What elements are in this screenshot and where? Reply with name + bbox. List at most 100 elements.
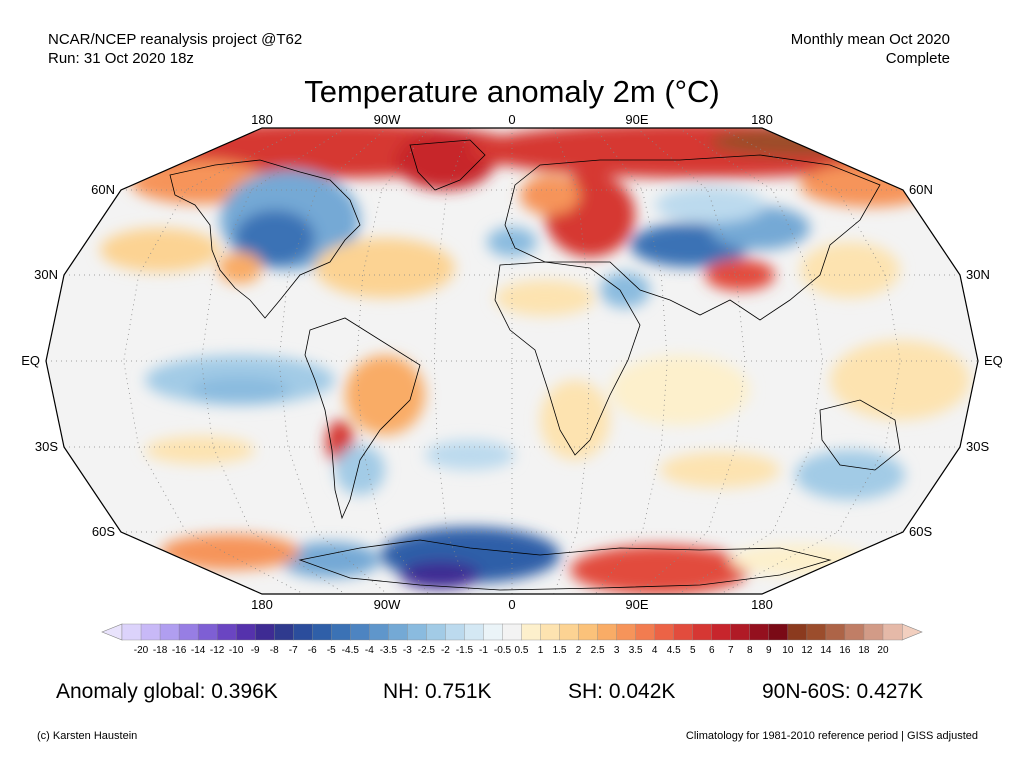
colorbar-tick-label: -18 — [153, 645, 168, 656]
lon-label: 180 — [751, 112, 773, 127]
colorbar-tick-label: 16 — [839, 645, 851, 656]
colorbar-tick-label: 2.5 — [591, 645, 605, 656]
run-date: Run: 31 Oct 2020 18z — [48, 50, 194, 67]
map-border — [45, 127, 979, 595]
colorbar-tick-label: -3.5 — [380, 645, 398, 656]
status-label: Complete — [885, 50, 950, 67]
blob-ross-warm — [160, 534, 300, 570]
colorbar: -20 -18 -16 -14 -12 -10 -9 -8 -7 -6 -5 -4.5 -4 -3.5 -3… — [101, 623, 923, 656]
colorbar-tick-label: 1.5 — [553, 645, 567, 656]
lat-labels-right: 60N 30N EQ 30S 60S — [909, 182, 1003, 539]
lon-label: 180 — [251, 597, 273, 612]
blob-e-antarctica-warm — [570, 545, 750, 594]
colorbar-swatch — [502, 623, 523, 641]
blob-weddell-core — [400, 561, 480, 589]
lat-label: EQ — [984, 353, 1003, 368]
colorbar-swatch — [578, 623, 599, 641]
lat-label: 30N — [34, 267, 58, 282]
eurasia-outline — [504, 154, 881, 321]
colorbar-tick-label: -16 — [172, 645, 187, 656]
lat-label: EQ — [21, 353, 40, 368]
colorbar-tick-label: 12 — [801, 645, 813, 656]
colorbar-swatch — [388, 623, 408, 641]
antarctica-outline — [298, 539, 832, 591]
blob-us-south-warm — [218, 252, 262, 284]
colorbar-tick-label: -20 — [134, 645, 149, 656]
blob-pacific-cold-core — [190, 376, 290, 404]
colorbar-swatch — [254, 623, 275, 641]
greenland-outline — [409, 139, 486, 191]
colorbar-under-arrow — [101, 623, 123, 641]
colorbar-tick-label: 20 — [877, 645, 889, 656]
colorbar-swatch — [521, 623, 542, 641]
colorbar-tick-label: -6 — [308, 645, 317, 656]
lon-label: 0 — [508, 597, 515, 612]
colorbar-swatch — [844, 623, 865, 641]
colorbar-swatch — [274, 623, 294, 641]
colorbar-tick-label: 6 — [709, 645, 715, 656]
blob-n-africa-warm — [495, 280, 595, 316]
blob-w-pacific-warm — [830, 340, 970, 420]
colorbar-swatch — [692, 623, 713, 641]
colorbar-tick-label: -1.5 — [456, 645, 474, 656]
colorbar-swatch — [616, 623, 637, 641]
colorbar-swatch — [464, 623, 485, 641]
meridian-line — [636, 128, 746, 594]
colorbar-tick-label: 3 — [614, 645, 620, 656]
colorbar-tick-label: 7 — [728, 645, 734, 656]
climatology-note: Climatology for 1981-2010 reference peri… — [685, 730, 978, 742]
colorbar-swatch — [216, 623, 237, 641]
colorbar-swatch — [882, 623, 903, 641]
lat-label: 30S — [35, 439, 58, 454]
colorbar-swatch — [369, 623, 389, 641]
lon-label: 90E — [625, 597, 648, 612]
colorbar-swatch — [178, 623, 199, 641]
colorbar-swatch — [635, 623, 656, 641]
north-america-outline — [169, 159, 361, 319]
lon-label: 180 — [251, 112, 273, 127]
colorbar-tick-label: 2 — [576, 645, 582, 656]
colorbar-swatch — [293, 623, 313, 641]
colorbar-swatch — [825, 623, 846, 641]
colorbar-tick-label: 14 — [820, 645, 832, 656]
global-anomaly: Anomaly global: 0.396K — [56, 680, 278, 703]
colorbar-swatch — [445, 623, 466, 641]
blob-s-indian-warm — [660, 452, 780, 488]
model-name: NCAR/NCEP reanalysis project @T62 — [48, 31, 303, 48]
colorbar-swatch — [787, 623, 808, 641]
lat-labels-left: 60N 30N EQ 30S 60S — [21, 182, 115, 539]
blob-siberia-max — [710, 128, 890, 156]
credit: (c) Karsten Haustein — [37, 730, 138, 742]
blob-middle-east-cold — [600, 272, 650, 308]
colorbar-swatch — [559, 623, 580, 641]
blob-arctic-east — [470, 128, 930, 178]
colorbar-tick-label: -8 — [270, 645, 279, 656]
colorbar-swatch — [483, 623, 504, 641]
colorbar-tick-label: -7 — [289, 645, 298, 656]
sh-anomaly: SH: 0.042K — [568, 680, 676, 703]
colorbar-tick-label: -1 — [479, 645, 488, 656]
colorbar-tick-label: 1 — [538, 645, 544, 656]
blob-scandinavia — [520, 175, 580, 215]
colorbar-tick-label: -3 — [403, 645, 412, 656]
lat-label: 60S — [92, 524, 115, 539]
period-label: Monthly mean Oct 2020 — [790, 31, 950, 48]
blob-australia-cold — [795, 450, 905, 500]
colorbar-swatch — [673, 623, 694, 641]
colorbar-swatch — [312, 623, 332, 641]
blob-argentina-cold — [335, 445, 385, 495]
colorbar-swatch — [806, 623, 827, 641]
colorbar-swatch — [121, 623, 142, 641]
anomaly-blobs — [100, 128, 970, 594]
lat-label: 30S — [966, 439, 989, 454]
africa-outline — [494, 261, 641, 456]
graticule — [46, 128, 978, 594]
colorbar-tick-label: 4.5 — [667, 645, 681, 656]
blob-greenland — [395, 130, 495, 190]
lat-label: 60N — [91, 182, 115, 197]
blob-s-pacific-warm — [145, 436, 255, 464]
colorbar-tick-label: 18 — [858, 645, 870, 656]
colorbar-tick-label: -2 — [441, 645, 450, 656]
colorbar-swatch — [407, 623, 427, 641]
